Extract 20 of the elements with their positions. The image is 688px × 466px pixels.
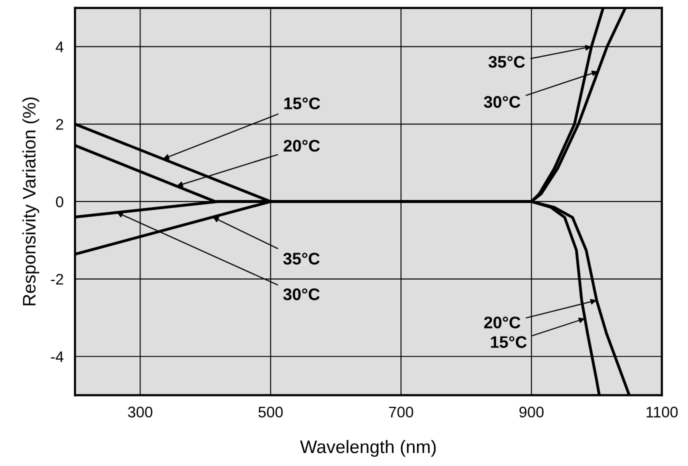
x-tick-label: 500	[258, 406, 283, 418]
x-tick-label: 1100	[646, 406, 678, 418]
x-tick-label: 900	[519, 406, 544, 418]
y-tick-label: -4	[50, 351, 64, 362]
annotation: 30°C	[484, 96, 520, 108]
annotation: 30°C	[283, 288, 320, 300]
annotation: 15°C	[284, 97, 320, 110]
y-tick-label: -2	[50, 274, 64, 285]
annotation: 20°C	[484, 316, 520, 328]
y-tick-label: 4	[56, 42, 64, 52]
annotation: 15°C	[490, 336, 527, 348]
y-axis-title: Responsivity Variation (%)	[22, 97, 40, 306]
x-tick-label: 300	[128, 406, 152, 418]
annotation: 35°C	[488, 56, 525, 68]
annotation: 20°C	[284, 140, 320, 152]
annotation: 35°C	[283, 252, 320, 265]
x-tick-label: 700	[389, 406, 414, 418]
y-tick-label: 0	[56, 196, 64, 208]
y-tick-label: 2	[56, 118, 64, 130]
x-axis-title: Wavelength (nm)	[300, 440, 436, 457]
